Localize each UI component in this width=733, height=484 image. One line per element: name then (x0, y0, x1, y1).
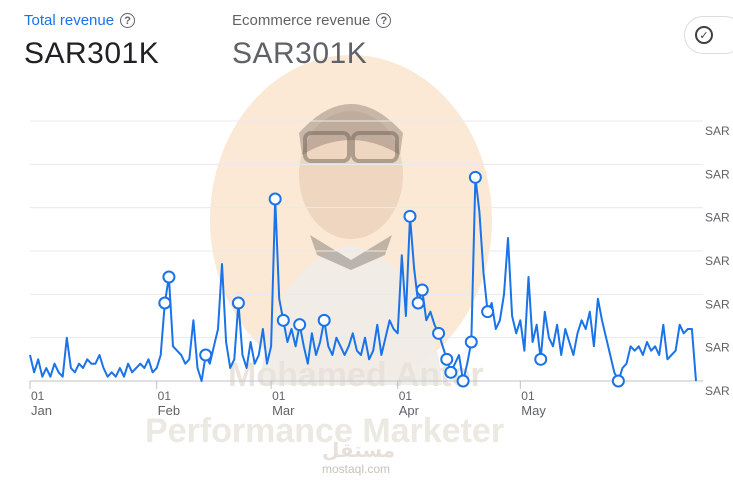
metric-total-revenue[interactable]: Total revenue ? SAR301K (24, 12, 159, 71)
watermark-site: mostaql.com (322, 462, 391, 476)
x-tick-month: Jan (31, 403, 52, 418)
data-point (162, 270, 176, 284)
x-tick-month: May (521, 403, 546, 418)
metric-label: Total revenue (24, 12, 115, 29)
revenue-series-line (29, 176, 697, 382)
y-tick-label: SAR (705, 254, 730, 268)
data-point (158, 296, 172, 310)
data-point (464, 335, 478, 349)
data-point (440, 352, 454, 366)
metric-label: Ecommerce revenue (232, 12, 371, 29)
data-point (403, 209, 417, 223)
data-point (456, 374, 470, 388)
x-tick-month: Mar (272, 403, 295, 418)
y-tick-label: SAR (705, 167, 730, 181)
watermark-title: Performance Marketer (145, 412, 505, 450)
data-point (415, 283, 429, 297)
help-circle-icon[interactable]: ? (120, 13, 136, 28)
compare-button[interactable]: ✓ (684, 16, 733, 54)
x-tick-day: 01 (399, 389, 413, 403)
data-point (276, 313, 290, 327)
y-tick-label: SAR (705, 297, 730, 311)
y-tick-label: SAR (705, 384, 730, 398)
metric-ecommerce-revenue[interactable]: Ecommerce revenue ? SAR301K (232, 12, 392, 71)
data-point (444, 365, 458, 379)
data-point (611, 374, 625, 388)
x-tick-month: Apr (399, 403, 420, 418)
data-point (231, 296, 245, 310)
help-circle-icon[interactable]: ? (376, 13, 392, 28)
data-point (293, 318, 307, 332)
data-point (481, 305, 495, 319)
check-circle-icon: ✓ (695, 26, 713, 44)
x-tick-month: Feb (158, 403, 180, 418)
x-tick-day: 01 (521, 389, 535, 403)
x-tick-day: 01 (31, 389, 45, 403)
x-tick-day: 01 (272, 389, 286, 403)
metric-value: SAR301K (24, 37, 160, 70)
watermark-logo: مستقل (322, 440, 396, 462)
data-point (411, 296, 425, 310)
y-tick-label: SAR (705, 341, 730, 355)
x-tick-day: 01 (158, 389, 172, 403)
y-tick-label: SAR (705, 211, 730, 225)
data-point (317, 313, 331, 327)
data-point (268, 192, 282, 206)
metric-value: SAR301K (232, 37, 368, 70)
y-tick-label: SAR (705, 124, 730, 138)
data-point (468, 170, 482, 184)
data-point (432, 326, 446, 340)
data-point (534, 352, 548, 366)
data-point (199, 348, 213, 362)
